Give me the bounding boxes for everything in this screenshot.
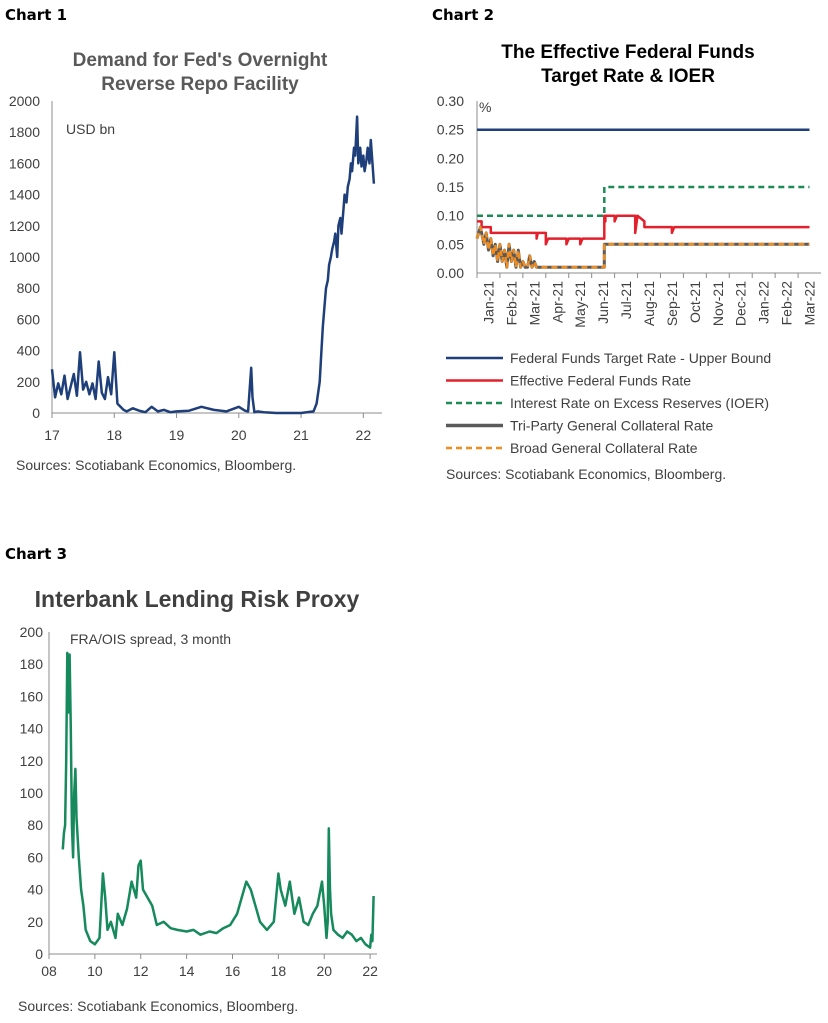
chart-2-series-line [477, 185, 810, 217]
chart-2-x-tick-label: Apr-21 [549, 281, 565, 323]
chart-2-x-tick-label: Mar-22 [802, 281, 818, 326]
chart-1-y-tick-label: 600 [17, 311, 41, 327]
chart-2-x-tick-label: Sep-21 [664, 281, 680, 326]
chart-3-title: Interbank Lending Risk Proxy [35, 586, 360, 612]
chart-2-title-line-1: The Effective Federal Funds [501, 42, 754, 63]
chart-1-y-tick-label: 1400 [9, 187, 40, 203]
chart-2-series-line [475, 225, 810, 269]
chart-1-y-tick-label: 0 [32, 405, 40, 421]
chart-1-x-tick-label: 22 [356, 427, 372, 443]
chart-3-y-tick-label: 60 [27, 849, 43, 865]
chart-1-y-tick-label: 400 [17, 343, 41, 359]
chart-3-x-tick-label: 16 [225, 963, 241, 979]
chart-2-legend-label: Effective Federal Funds Rate [510, 373, 691, 389]
chart-1-unit-label: USD bn [66, 121, 115, 137]
chart-3: Interbank Lending Risk Proxy FRA/OIS spr… [18, 586, 378, 1014]
chart-3-x-tick-label: 20 [316, 963, 332, 979]
chart-3-y-tick-label: 180 [20, 656, 44, 672]
chart-2-unit-label: % [479, 99, 491, 115]
chart-1-x-tick-label: 17 [44, 427, 60, 443]
chart-1-y-tick-label: 1600 [9, 155, 40, 171]
chart-3-y-tick-label: 140 [20, 721, 44, 737]
chart-2-y-tick-label: 0.15 [437, 179, 464, 195]
chart-2-label: Chart 2 [432, 6, 495, 24]
chart-1-label: Chart 1 [5, 6, 68, 24]
chart-2-x-tick-label: Aug-21 [641, 281, 657, 326]
chart-2-x-tick-label: Dec-21 [733, 281, 749, 326]
chart-1-x-tick-label: 20 [231, 427, 247, 443]
chart-1-x-tick-label: 18 [106, 427, 122, 443]
chart-2-x-tick-label: Nov-21 [710, 281, 726, 326]
chart-1-source: Sources: Scotiabank Economics, Bloomberg… [16, 457, 296, 473]
chart-3-y-tick-label: 120 [20, 753, 44, 769]
chart-2-x-tick-label: Feb-22 [779, 281, 795, 326]
chart-2-x-tick-label: Jan-22 [756, 281, 772, 324]
chart-2-series-line [477, 214, 810, 246]
chart-3-y-tick-label: 100 [20, 785, 44, 801]
chart-2-y-tick-label: 0.25 [437, 122, 464, 138]
chart-3-x-tick-label: 12 [133, 963, 149, 979]
chart-3-x-tick-label: 14 [179, 963, 195, 979]
chart-3-x-tick-label: 08 [41, 963, 57, 979]
chart-1-x-tick-label: 21 [293, 427, 309, 443]
chart-2-legend-label: Tri-Party General Collateral Rate [510, 418, 714, 434]
chart-3-label: Chart 3 [5, 545, 68, 563]
chart-2-y-tick-label: 0.30 [437, 93, 464, 109]
chart-3-x-tick-label: 18 [271, 963, 287, 979]
chart-3-y-tick-label: 20 [27, 914, 43, 930]
chart-2-y-tick-label: 0.20 [437, 150, 464, 166]
chart-2-x-tick-label: May-21 [572, 281, 588, 328]
chart-2-x-tick-label: Mar-21 [526, 281, 542, 326]
chart-1-y-tick-label: 1800 [9, 124, 40, 140]
chart-2-legend-label: Interest Rate on Excess Reserves (IOER) [510, 395, 769, 411]
chart-2-x-tick-label: Jun-21 [595, 281, 611, 324]
chart-1-series-line [50, 115, 376, 415]
chart-3-x-tick-label: 10 [87, 963, 103, 979]
chart-2-y-tick-label: 0.10 [437, 208, 464, 224]
chart-1-y-tick-label: 800 [17, 280, 41, 296]
chart-2-y-tick-label: 0.05 [437, 236, 464, 252]
chart-2-y-tick-label: 0.00 [437, 265, 464, 281]
chart-3-y-tick-label: 200 [20, 624, 44, 640]
chart-2-x-tick-label: Jan-21 [480, 281, 496, 324]
chart-2-title-line-2: Target Rate & IOER [541, 66, 715, 87]
chart-2-x-tick-label: Oct-21 [687, 281, 703, 323]
chart-1-title-line-1: Demand for Fed's Overnight [73, 50, 328, 71]
chart-1-y-tick-label: 2000 [9, 93, 40, 109]
chart-2: The Effective Federal Funds Target Rate … [437, 42, 821, 482]
chart-1: Demand for Fed's Overnight Reverse Repo … [9, 50, 382, 473]
chart-1-title-line-2: Reverse Repo Facility [101, 74, 299, 95]
chart-2-x-tick-label: Feb-21 [503, 281, 519, 326]
chart-1-y-tick-label: 1000 [9, 249, 40, 265]
chart-2-legend-label: Broad General Collateral Rate [510, 440, 698, 456]
chart-2-legend-label: Federal Funds Target Rate - Upper Bound [510, 350, 771, 366]
chart-3-y-tick-label: 80 [27, 817, 43, 833]
chart-3-unit-label: FRA/OIS spread, 3 month [70, 631, 231, 647]
chart-3-x-tick-label: 22 [362, 963, 378, 979]
chart-2-source: Sources: Scotiabank Economics, Bloomberg… [446, 466, 726, 482]
chart-1-x-tick-label: 19 [169, 427, 185, 443]
chart-3-y-tick-label: 40 [27, 882, 43, 898]
chart-2-x-tick-label: Jul-21 [618, 281, 634, 319]
chart-1-y-tick-label: 1200 [9, 218, 40, 234]
chart-3-y-tick-label: 160 [20, 688, 44, 704]
chart-3-y-tick-label: 0 [35, 946, 43, 962]
chart-3-source: Sources: Scotiabank Economics, Bloomberg… [18, 998, 298, 1014]
chart-1-y-tick-label: 200 [17, 374, 41, 390]
chart-3-series-line [61, 651, 375, 949]
